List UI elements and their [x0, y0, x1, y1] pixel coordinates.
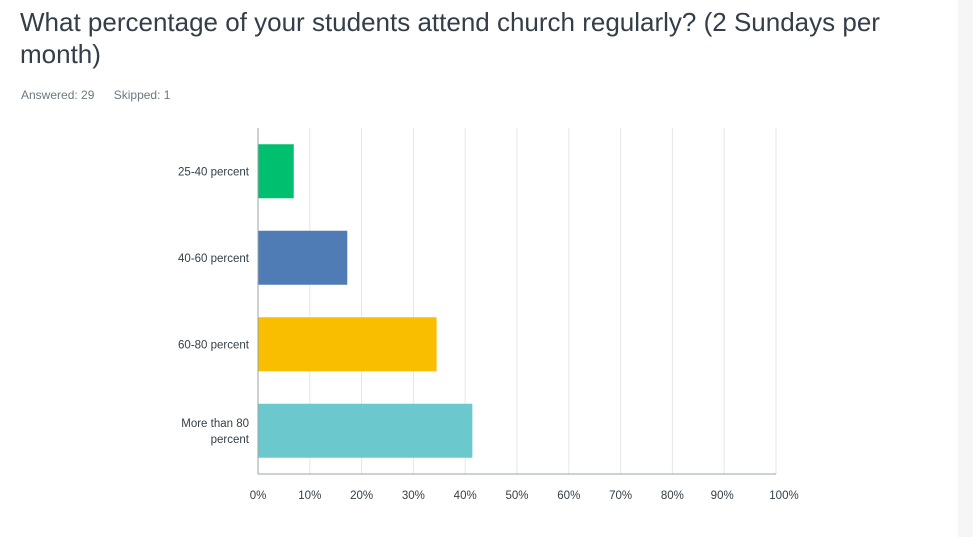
category-label: percent	[211, 434, 250, 446]
tick-label: 20%	[350, 490, 373, 502]
bar	[258, 403, 473, 458]
category-label: 60-80 percent	[178, 339, 250, 351]
bar	[258, 144, 294, 199]
tick-label: 80%	[661, 490, 684, 502]
tick-label: 40%	[454, 490, 477, 502]
category-label: 25-40 percent	[178, 166, 250, 178]
tick-label: 10%	[298, 490, 321, 502]
category-label: 40-60 percent	[178, 253, 250, 265]
tick-label: 60%	[557, 490, 580, 502]
response-counts: Answered: 29 Skipped: 1	[21, 88, 170, 102]
bar	[258, 317, 437, 372]
tick-label: 90%	[711, 490, 734, 502]
tick-label: 30%	[402, 490, 425, 502]
bar	[258, 230, 348, 285]
tick-label: 50%	[505, 490, 528, 502]
skipped-count: Skipped: 1	[113, 88, 171, 102]
tick-label: 0%	[250, 490, 267, 502]
question-title: What percentage of your students attend …	[20, 7, 880, 69]
scroll-edge	[958, 0, 973, 537]
tick-label: 100%	[769, 490, 798, 502]
category-label: More than 80	[181, 418, 249, 430]
tick-label: 70%	[609, 490, 632, 502]
answered-count: Answered: 29	[21, 88, 95, 102]
